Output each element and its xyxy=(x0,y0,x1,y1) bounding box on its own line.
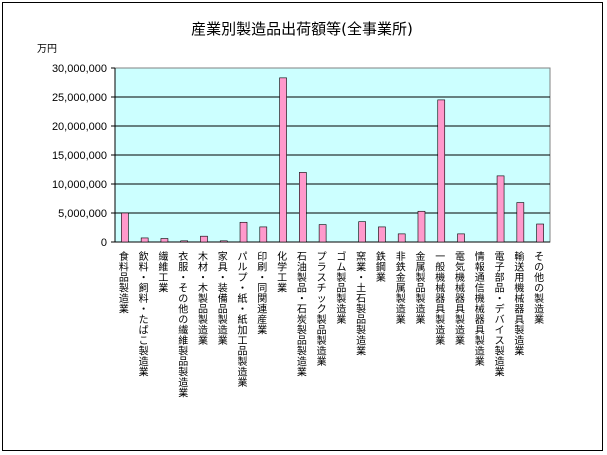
bar xyxy=(239,221,248,243)
bar xyxy=(536,223,544,243)
x-tick-label: ゴム製品製造業 xyxy=(336,250,346,326)
bar xyxy=(496,175,505,243)
bar xyxy=(299,172,307,243)
y-tick-label: 15,000,000 xyxy=(52,150,107,162)
bar xyxy=(140,237,149,243)
x-tick-label: 電子部品・デバイス製造業 xyxy=(495,251,505,379)
x-tick-label: 鉄鋼業 xyxy=(376,250,386,284)
y-tick-label: 10,000,000 xyxy=(52,179,107,191)
y-axis-unit: 万円 xyxy=(37,44,57,55)
x-tick-label: 石油製品・石炭製品製造業 xyxy=(297,252,307,379)
x-tick-label: 窯業・土石製品製造業 xyxy=(356,250,366,358)
x-tick-label: 飲料・飼料・たばこ製造業 xyxy=(139,250,149,379)
x-tick-label: パルプ・紙・紙加工品製造業 xyxy=(238,251,248,389)
x-tick-label: 情報通信機械器具製造業 xyxy=(475,250,485,368)
bar xyxy=(397,233,406,243)
gridlines xyxy=(115,96,550,214)
x-tick-label: 食料品製造業 xyxy=(119,250,129,316)
y-axis-ticks: 0 5,000,000 10,000,000 15,000,000 20,000,000… xyxy=(52,63,550,249)
bar xyxy=(180,240,189,243)
x-tick-label: 木材・木製品製造業 xyxy=(198,251,208,347)
bar xyxy=(121,212,129,243)
x-tick-label: 一般機械器具製造業 xyxy=(435,252,445,347)
x-axis-labels: 食料品製造業飲料・飼料・たばこ製造業繊維工業衣服・その他の繊維製品製造業木材・木… xyxy=(119,250,544,400)
bar xyxy=(437,99,446,243)
x-tick-label: 金属製品製造業 xyxy=(415,250,425,326)
bar xyxy=(378,226,386,243)
bar xyxy=(200,235,208,243)
bar xyxy=(516,202,525,243)
x-tick-label: その他の製造業 xyxy=(534,251,544,326)
x-tick-label: 衣服・その他の繊維製品製造業 xyxy=(178,250,188,400)
bar xyxy=(279,77,287,243)
x-tick-label: プラスチック製品製造業 xyxy=(317,251,327,368)
y-tick-label: 5,000,000 xyxy=(58,208,107,220)
bar xyxy=(160,238,169,243)
y-tick-label: 25,000,000 xyxy=(52,92,107,104)
y-tick-label: 20,000,000 xyxy=(52,121,107,133)
bar xyxy=(417,210,426,243)
bar xyxy=(259,226,268,243)
x-tick-label: 印刷・同関連産業 xyxy=(257,251,267,337)
bar xyxy=(318,224,327,243)
bar xyxy=(358,221,366,243)
bars xyxy=(121,77,544,243)
bar xyxy=(219,240,228,243)
x-tick-label: 化学工業 xyxy=(277,250,287,295)
y-tick-label: 30,000,000 xyxy=(52,63,107,75)
chart-title: 産業別製造品出荷額等(全事業所) xyxy=(191,20,413,38)
x-tick-label: 電気機械器具製造業 xyxy=(455,251,465,347)
x-tick-label: 繊維工業 xyxy=(158,250,168,295)
y-tick-label: 0 xyxy=(101,237,107,249)
x-tick-label: 家具・装備品製造業 xyxy=(218,250,228,347)
x-tick-label: 輸送用機械器具製造業 xyxy=(514,250,524,358)
x-tick-label: 非鉄金属製造業 xyxy=(396,251,406,326)
bar xyxy=(457,233,465,243)
